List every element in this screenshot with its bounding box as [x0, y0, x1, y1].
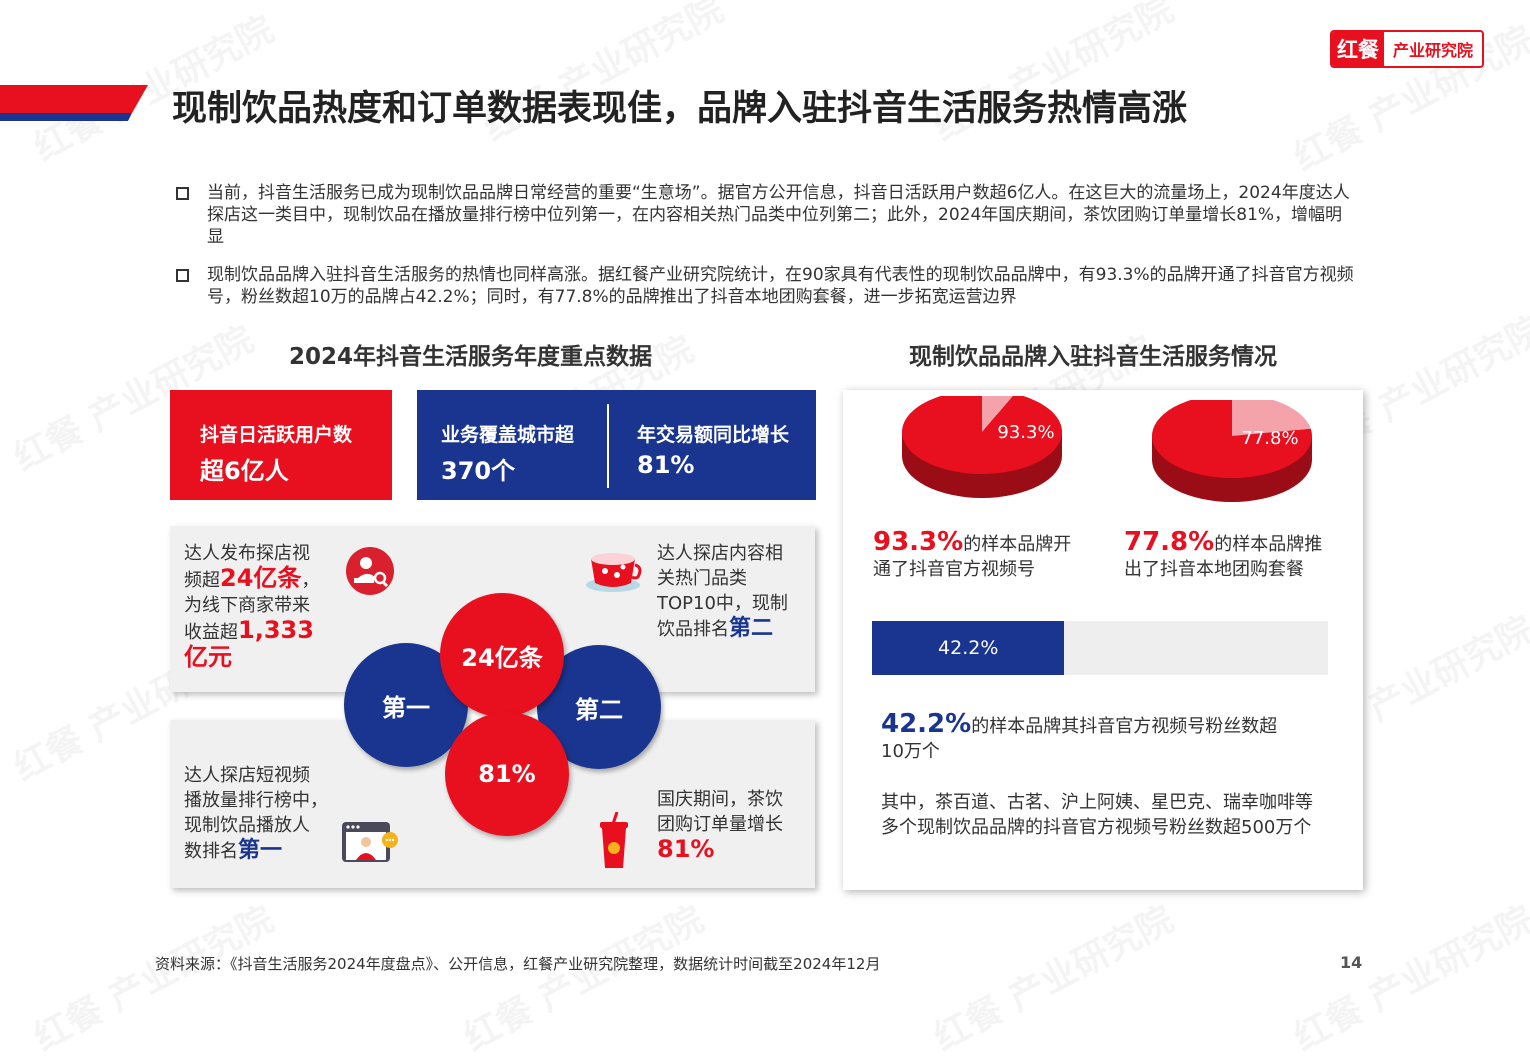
stat-daily-users: 抖音日活跃用户数 超6亿人 — [170, 390, 392, 500]
coffee-cup-icon — [586, 553, 642, 592]
source-note: 资料来源：《抖音生活服务2024年度盘点》、公开信息，红餐产业研究院整理，数据统… — [155, 955, 881, 973]
stat-cities: 业务覆盖城市超 370个 — [441, 420, 574, 486]
bullet-square-icon — [176, 269, 189, 282]
videos-value: 24亿条 — [220, 564, 302, 592]
pie-label: 93.3% — [997, 422, 1054, 443]
circle-81: 81% — [445, 712, 569, 836]
circle-24yi: 24亿条 — [440, 593, 564, 717]
watermark: 红餐 产业研究院 — [453, 891, 711, 1061]
stat-label: 抖音日活跃用户数 — [200, 424, 353, 446]
stat-gmv-growth: 年交易额同比增长 81% — [637, 420, 789, 479]
pie-chart-group-buy: 77.8% — [1152, 400, 1312, 502]
logo-mark: 红餐 — [1332, 32, 1384, 66]
pie2-description: 77.8%的样本品牌推 出了抖音本地团购套餐 — [1124, 527, 1323, 580]
fans-bar-track: 42.2% — [872, 621, 1328, 675]
card-videos: 达人发布探店视 频超24亿条， 为线下商家带来 收益超1,333 亿元 — [184, 543, 320, 671]
stat-group-navy: 业务覆盖城市超 370个 年交易额同比增长 81% — [417, 390, 816, 500]
pie-chart-video-account: 93.3% — [902, 396, 1062, 498]
card-video-plays: 达人探店短视频 播放量排行榜中， 现制饮品播放人 数排名第一 — [184, 765, 328, 863]
bullet-square-icon — [176, 187, 189, 200]
fans-bar-label: 42.2% — [938, 637, 999, 659]
title-accent-bar — [0, 85, 148, 121]
watermark: 红餐 产业研究院 — [23, 891, 281, 1061]
pie-slice-rest — [1232, 400, 1311, 436]
stat-label: 年交易额同比增长 — [637, 424, 790, 446]
drink-cup-icon — [600, 812, 628, 868]
bullet-paragraph: 当前，抖音生活服务已成为现制饮品品牌日常经营的重要“生意场”。据官方公开信息，抖… — [176, 182, 1356, 248]
bullet-paragraph: 现制饮品品牌入驻抖音生活服务的热情也同样高涨。据红餐产业研究院统计，在90家具有… — [176, 264, 1356, 308]
pie1-description: 93.3%的样本品牌开 通了抖音官方视频号 — [873, 527, 1072, 580]
plays-rank-value: 第一 — [238, 838, 283, 863]
brands-note: 其中，茶百道、古茗、沪上阿姨、星巴克、瑞幸咖啡等多个现制饮品品牌的抖音官方视频号… — [881, 792, 1313, 838]
card-national-day: 国庆期间，茶饮 团购订单量增长 81% — [657, 787, 807, 862]
page-number: 14 — [1340, 953, 1363, 972]
video-streamer-icon — [342, 822, 398, 862]
right-section-title: 现制饮品品牌入驻抖音生活服务情况 — [909, 344, 1277, 370]
revenue-value: 1,333 — [238, 616, 314, 644]
divider — [607, 404, 609, 488]
pie-slice-rest — [982, 396, 1013, 432]
pie-label: 77.8% — [1241, 428, 1298, 449]
stat-value: 81% — [637, 451, 695, 479]
bar-description: 42.2%的样本品牌其抖音官方视频号粉丝数超 10万个 — [881, 709, 1278, 762]
stat-value: 370个 — [441, 457, 516, 485]
watermark: 红餐 产业研究院 — [923, 891, 1181, 1061]
pie-slice-main — [1152, 400, 1312, 478]
brand-logo: 红餐 产业研究院 — [1330, 30, 1484, 68]
stat-label: 业务覆盖城市超 — [441, 424, 575, 446]
stat-value: 超6亿人 — [200, 457, 289, 485]
watermark: 红餐 产业研究院 — [1283, 891, 1530, 1061]
fans-bar-fill: 42.2% — [872, 621, 1065, 675]
category-rank-value: 第二 — [729, 616, 774, 641]
pie-slice-main — [902, 396, 1062, 474]
user-search-icon — [346, 547, 394, 595]
logo-text: 产业研究院 — [1392, 41, 1473, 60]
order-growth-value: 81% — [657, 835, 715, 863]
card-hot-category: 达人探店内容相 关热门品类 TOP10中，现制 饮品排名第二 — [657, 543, 788, 641]
left-section-title: 2024年抖音生活服务年度重点数据 — [289, 344, 653, 370]
page-title: 现制饮品热度和订单数据表现佳，品牌入驻抖音生活服务热情高涨 — [172, 89, 1188, 129]
